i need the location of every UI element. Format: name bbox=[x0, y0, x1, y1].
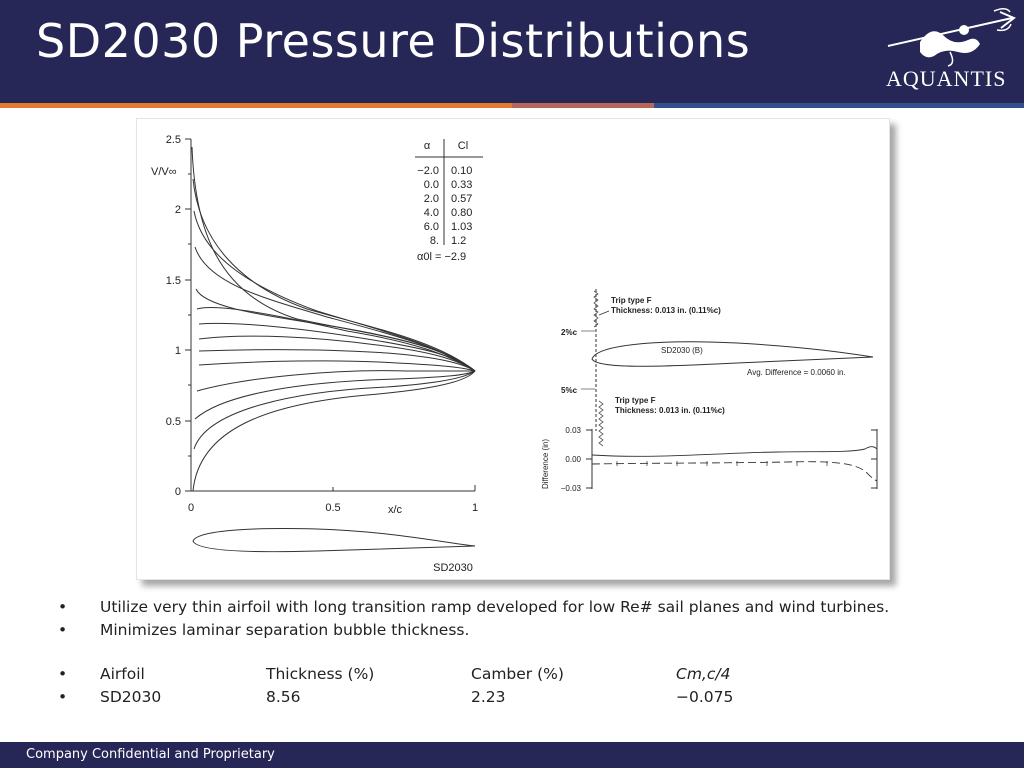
table-cl-cell: 0.57 bbox=[451, 193, 472, 205]
model-airfoil-shape bbox=[591, 341, 874, 367]
avg-difference-label: Avg. Difference = 0.0060 in. bbox=[747, 368, 846, 377]
bullet-marker: • bbox=[58, 688, 68, 706]
trip-strip-upper bbox=[593, 290, 599, 328]
zero-lift-angle: α0l = −2.9 bbox=[417, 251, 466, 263]
table-cl-cell: 1.03 bbox=[451, 221, 472, 233]
lower-difference-curve bbox=[591, 461, 878, 482]
bullet-marker: • bbox=[58, 665, 68, 683]
y-tick-label: 1.5 bbox=[166, 275, 181, 287]
header-bar: SD2030 Pressure Distributions AQUANTIS bbox=[0, 0, 1024, 103]
stripe-blue bbox=[654, 103, 1024, 108]
table-cell-cm: −0.075 bbox=[676, 688, 734, 706]
x-axis-label: x/c bbox=[388, 504, 403, 516]
bullet-marker: • bbox=[58, 598, 68, 616]
table-header-alpha: α bbox=[424, 140, 431, 152]
table-cell-thickness: 8.56 bbox=[266, 688, 301, 706]
table-header-airfoil: Airfoil bbox=[100, 665, 145, 683]
y-tick-label: 2.5 bbox=[166, 134, 181, 146]
table-cell-airfoil: SD2030 bbox=[100, 688, 162, 706]
y-axis-label: V/V∞ bbox=[151, 166, 177, 178]
diff-axis-label: Difference (in) bbox=[541, 439, 550, 489]
header-stripe bbox=[0, 103, 1024, 108]
x-tick-label: 1 bbox=[472, 502, 478, 514]
table-header-camber: Camber (%) bbox=[471, 665, 564, 683]
y-tick-label: 0 bbox=[175, 486, 181, 498]
table-cl-cell: 0.80 bbox=[451, 207, 472, 219]
logo-text: AQUANTIS bbox=[886, 66, 1007, 91]
diff-tick-label: 0.00 bbox=[565, 455, 581, 464]
x-tick-label: 0 bbox=[188, 502, 194, 514]
table-header-cm: Cm,c/4 bbox=[676, 665, 731, 683]
table-alpha-cell: −2.0 bbox=[417, 165, 439, 177]
table-cl-cell: 1.2 bbox=[451, 235, 466, 247]
position-upper: 2%c bbox=[561, 328, 578, 337]
table-alpha-cell: 4.0 bbox=[424, 207, 439, 219]
stripe-orange bbox=[0, 103, 512, 108]
slide-title: SD2030 Pressure Distributions bbox=[36, 14, 751, 68]
trip-label-lower: Trip type F bbox=[615, 396, 656, 405]
table-header-cl: Cl bbox=[458, 140, 468, 152]
diff-tick-label: 0.03 bbox=[565, 426, 581, 435]
airfoil-shape bbox=[192, 528, 476, 553]
pressure-curves bbox=[191, 146, 476, 492]
y-tick-label: 0.5 bbox=[166, 416, 181, 428]
diff-tick-label: −0.03 bbox=[561, 484, 582, 493]
table-alpha-cell: 0.0 bbox=[424, 179, 439, 191]
bullet-text: Minimizes laminar separation bubble thic… bbox=[100, 621, 470, 639]
trident-logo-icon bbox=[887, 8, 1016, 67]
trip-label-upper: Trip type F bbox=[611, 296, 652, 305]
model-airfoil-label: SD2030 (B) bbox=[661, 346, 703, 355]
bullet-marker: • bbox=[58, 621, 68, 639]
x-tick-label: 0.5 bbox=[325, 502, 340, 514]
figure-svg: 0 0.5 1 1.5 2 2.5 0 0.5 1 x/c V/V∞ bbox=[151, 134, 878, 574]
table-header-thickness: Thickness (%) bbox=[266, 665, 375, 683]
table-alpha-cell: 6.0 bbox=[424, 221, 439, 233]
trip-thickness-upper: Thickness: 0.013 in. (0.11%c) bbox=[611, 306, 721, 315]
stripe-mid bbox=[512, 103, 654, 108]
trip-strip-lower bbox=[598, 400, 604, 447]
bullet-text: Utilize very thin airfoil with long tran… bbox=[100, 598, 890, 616]
upper-difference-curve bbox=[591, 446, 878, 457]
table-cl-cell: 0.33 bbox=[451, 179, 472, 191]
y-tick-label: 1 bbox=[175, 345, 181, 357]
table-alpha-cell: 8. bbox=[430, 235, 439, 247]
position-lower: 5%c bbox=[561, 386, 578, 395]
airfoil-label: SD2030 bbox=[433, 562, 473, 574]
y-tick-label: 2 bbox=[175, 204, 181, 216]
airfoil-figure: 0 0.5 1 1.5 2 2.5 0 0.5 1 x/c V/V∞ bbox=[136, 118, 890, 580]
trip-thickness-lower: Thickness: 0.013 in. (0.11%c) bbox=[615, 406, 725, 415]
table-cl-cell: 0.10 bbox=[451, 165, 472, 177]
table-alpha-cell: 2.0 bbox=[424, 193, 439, 205]
footer-bar: Company Confidential and Proprietary bbox=[0, 742, 1024, 768]
table-cell-camber: 2.23 bbox=[471, 688, 506, 706]
footer-text: Company Confidential and Proprietary bbox=[26, 747, 275, 762]
